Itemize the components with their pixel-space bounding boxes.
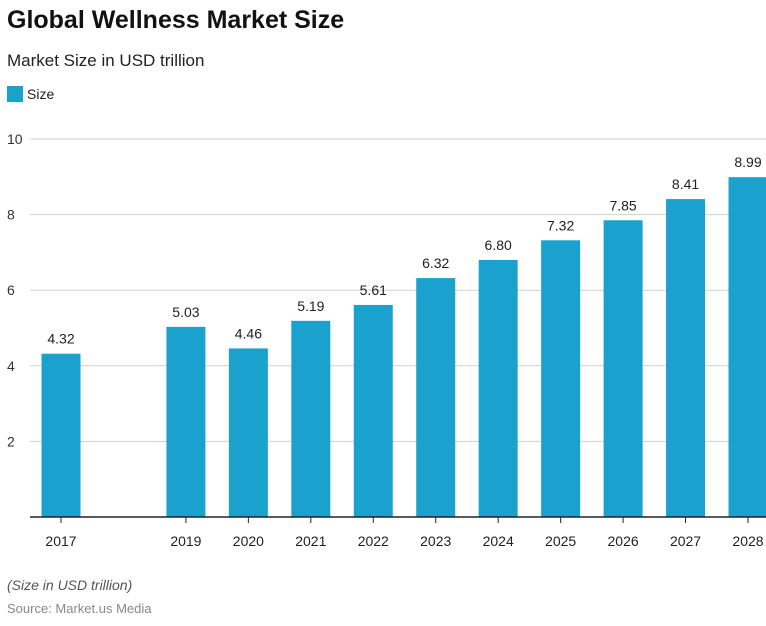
x-tick-label: 2024 — [483, 533, 514, 549]
legend-label: Size — [27, 86, 55, 102]
y-tick-label: 4 — [7, 358, 15, 374]
y-tick-label: 8 — [7, 207, 15, 223]
data-label: 8.99 — [734, 154, 761, 170]
bar — [541, 240, 581, 517]
legend-swatch — [7, 86, 23, 102]
data-label: 6.32 — [422, 255, 449, 271]
chart-title: Global Wellness Market Size — [7, 6, 345, 34]
data-label: 5.19 — [297, 298, 324, 314]
data-label: 5.03 — [172, 304, 199, 320]
data-label: 4.46 — [235, 325, 262, 341]
footnote: (Size in USD trillion) — [7, 577, 133, 593]
bar — [478, 259, 518, 517]
data-label: 4.32 — [47, 331, 74, 347]
data-label: 8.41 — [672, 176, 699, 192]
bar — [41, 353, 81, 517]
source-text: Source: Market.us Media — [7, 601, 152, 616]
bar — [603, 220, 643, 517]
x-tick-label: 2020 — [233, 533, 264, 549]
y-tick-label: 6 — [7, 282, 15, 298]
x-tick-label: 2028 — [732, 533, 763, 549]
bar — [353, 304, 393, 517]
x-tick-label: 2019 — [170, 533, 201, 549]
data-label: 5.61 — [360, 282, 387, 298]
bar — [666, 199, 706, 518]
x-tick-label: 2025 — [545, 533, 576, 549]
x-tick-label: 2021 — [295, 533, 326, 549]
x-tick-label: 2022 — [358, 533, 389, 549]
y-tick-label: 2 — [7, 433, 15, 449]
x-tick-label: 2017 — [45, 533, 76, 549]
bar — [416, 278, 456, 517]
x-tick-label: 2026 — [608, 533, 639, 549]
bar — [728, 177, 766, 518]
data-label: 7.85 — [609, 197, 636, 213]
bar — [166, 326, 206, 517]
x-tick-label: 2023 — [420, 533, 451, 549]
data-label: 6.80 — [485, 237, 512, 253]
x-tick-label: 2027 — [670, 533, 701, 549]
legend: Size — [7, 86, 54, 102]
y-tick-label: 10 — [7, 131, 23, 147]
bar — [291, 320, 331, 517]
chart-subtitle: Market Size in USD trillion — [7, 51, 205, 70]
data-label: 7.32 — [547, 217, 574, 233]
bar — [228, 348, 268, 517]
